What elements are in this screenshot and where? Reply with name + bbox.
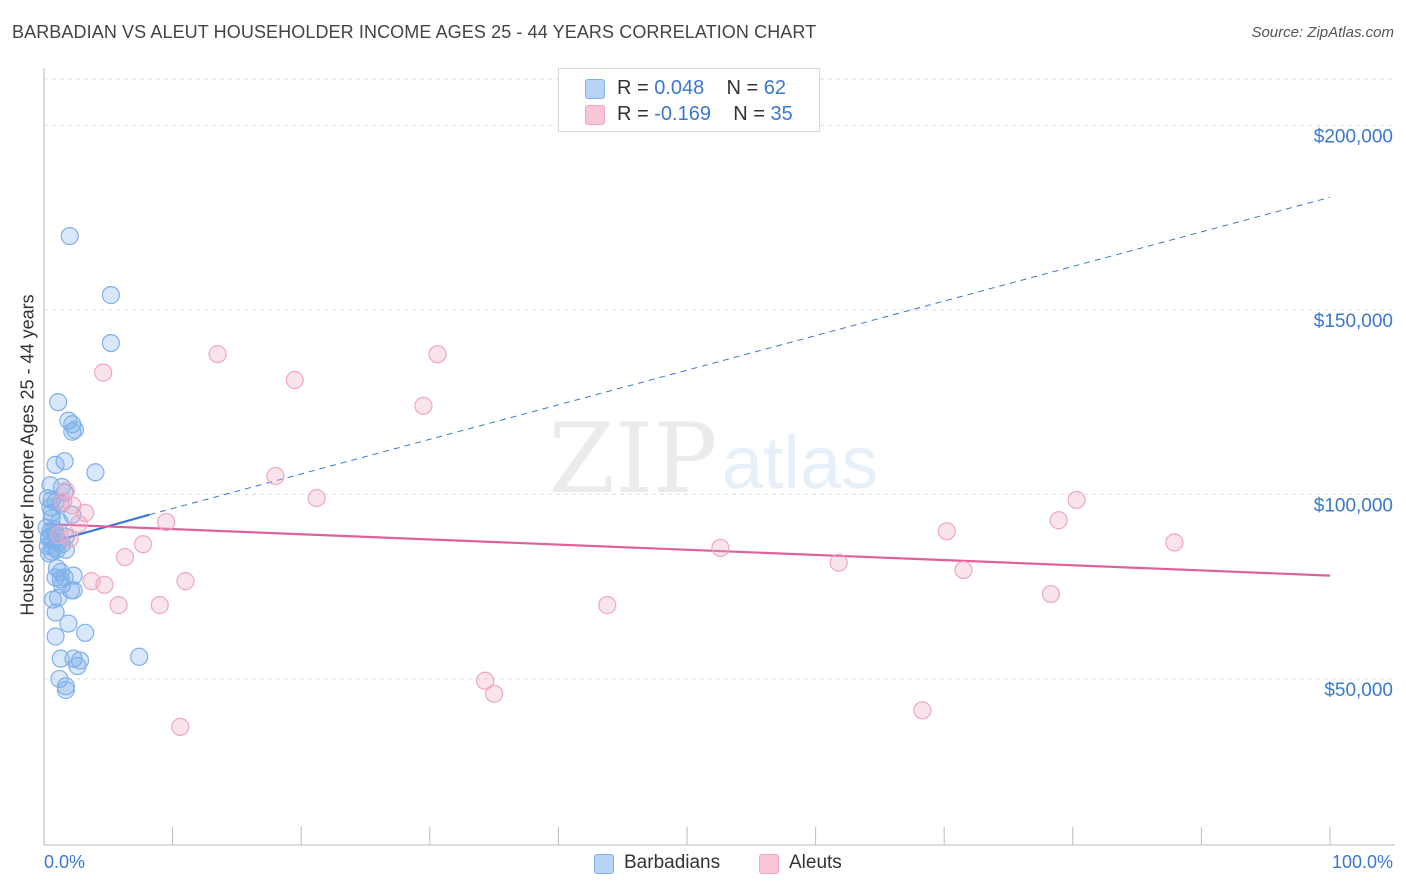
aleuts-point bbox=[115, 548, 135, 567]
legend-n-value: 35 bbox=[770, 103, 793, 125]
y-tick-labels: $50,000 $100,000 $150,000 $200,000 bbox=[1314, 126, 1393, 701]
aleuts-point bbox=[829, 553, 848, 572]
barbadians-point bbox=[55, 452, 74, 471]
legend-label-aleuts: Aleuts bbox=[789, 852, 842, 873]
y-tick-label: $200,000 bbox=[1314, 126, 1393, 147]
barbadians-point bbox=[46, 455, 65, 474]
legend-r-label: R = bbox=[617, 77, 655, 99]
legend-n-label: N = bbox=[733, 103, 771, 125]
barbadians-point bbox=[76, 623, 95, 642]
barbadians-trend-line bbox=[149, 196, 1331, 516]
barbadians-point bbox=[65, 420, 84, 439]
legend-r-value: 0.048 bbox=[654, 77, 705, 99]
legend-swatch-barbadians bbox=[594, 854, 614, 874]
aleuts-point bbox=[150, 596, 169, 615]
data-points bbox=[37, 226, 1184, 737]
aleuts-point bbox=[50, 525, 69, 545]
aleuts-point bbox=[428, 345, 447, 364]
legend-swatch-barbadians bbox=[585, 79, 605, 99]
barbadians-point bbox=[42, 509, 61, 528]
barbadians-point bbox=[60, 226, 79, 246]
axes bbox=[43, 68, 1395, 846]
barbadians-point bbox=[42, 542, 61, 561]
source-credit: Source: ZipAtlas.com bbox=[1251, 24, 1394, 41]
aleuts-point bbox=[109, 596, 128, 615]
y-axis-label: Householder Income Ages 25 - 44 years bbox=[17, 294, 38, 616]
correlation-legend: R = 0.048 N = 62 R = -0.169 N = 35 bbox=[558, 68, 820, 132]
barbadians-point bbox=[56, 680, 75, 700]
legend-swatch-aleuts bbox=[759, 854, 779, 874]
aleuts-point bbox=[475, 671, 495, 690]
aleuts-point bbox=[266, 466, 285, 486]
aleuts-point bbox=[414, 396, 433, 415]
aleuts-point bbox=[95, 575, 114, 594]
aleuts-point bbox=[176, 572, 195, 591]
chart-title: BARBADIAN VS ALEUT HOUSEHOLDER INCOME AG… bbox=[12, 22, 817, 42]
aleuts-trend-line bbox=[43, 522, 1331, 577]
barbadians-point bbox=[51, 649, 70, 668]
aleuts-point bbox=[69, 514, 88, 534]
aleuts-point bbox=[1165, 533, 1184, 552]
barbadians-point bbox=[68, 656, 87, 676]
y-tick-label: $150,000 bbox=[1314, 311, 1393, 332]
legend-swatch-aleuts bbox=[585, 105, 605, 125]
x-tick-max: 100.0% bbox=[1331, 852, 1393, 872]
aleuts-point bbox=[133, 535, 153, 554]
legend-label-barbadians: Barbadians bbox=[624, 852, 721, 873]
aleuts-point bbox=[1049, 511, 1068, 530]
barbadians-point bbox=[49, 393, 68, 412]
aleuts-point bbox=[598, 596, 617, 615]
barbadians-point bbox=[101, 286, 120, 305]
barbadians-point bbox=[64, 581, 83, 600]
legend-r-label: R = bbox=[617, 103, 655, 125]
legend-r-value: -0.169 bbox=[654, 103, 711, 125]
aleuts-point bbox=[76, 503, 95, 522]
barbadians-point bbox=[50, 669, 69, 689]
barbadians-point bbox=[46, 627, 65, 646]
x-tick-min: 0.0% bbox=[44, 852, 86, 872]
barbadians-point bbox=[130, 647, 149, 666]
aleuts-point bbox=[285, 370, 304, 390]
legend-n-value: 62 bbox=[763, 77, 787, 99]
aleuts-point bbox=[937, 522, 956, 541]
watermark: ZIP atlas bbox=[548, 403, 878, 515]
aleuts-point bbox=[307, 488, 326, 508]
aleuts-point bbox=[485, 684, 504, 703]
y-tick-label: $50,000 bbox=[1324, 680, 1393, 701]
aleuts-point bbox=[913, 701, 932, 720]
aleuts-point bbox=[171, 717, 190, 737]
grid-lines bbox=[44, 78, 1395, 680]
aleuts-point bbox=[954, 560, 973, 580]
watermark-atlas: atlas bbox=[722, 421, 878, 504]
aleuts-point bbox=[60, 529, 79, 548]
barbadians-point bbox=[46, 603, 65, 622]
aleuts-point bbox=[54, 492, 73, 511]
aleuts-point bbox=[1067, 490, 1086, 510]
watermark-zip: ZIP bbox=[548, 403, 717, 515]
trend-lines bbox=[43, 196, 1331, 577]
aleuts-point bbox=[94, 363, 113, 382]
legend-n-label: N = bbox=[726, 77, 764, 99]
barbadians-point bbox=[101, 333, 120, 353]
aleuts-point bbox=[208, 345, 227, 364]
aleuts-point bbox=[1041, 584, 1061, 604]
aleuts-point bbox=[711, 538, 730, 558]
barbadians-point bbox=[86, 463, 105, 482]
barbadians-point bbox=[59, 614, 78, 633]
y-tick-label: $100,000 bbox=[1314, 495, 1393, 516]
aleuts-point bbox=[157, 512, 176, 532]
barbadians-point bbox=[63, 422, 82, 441]
